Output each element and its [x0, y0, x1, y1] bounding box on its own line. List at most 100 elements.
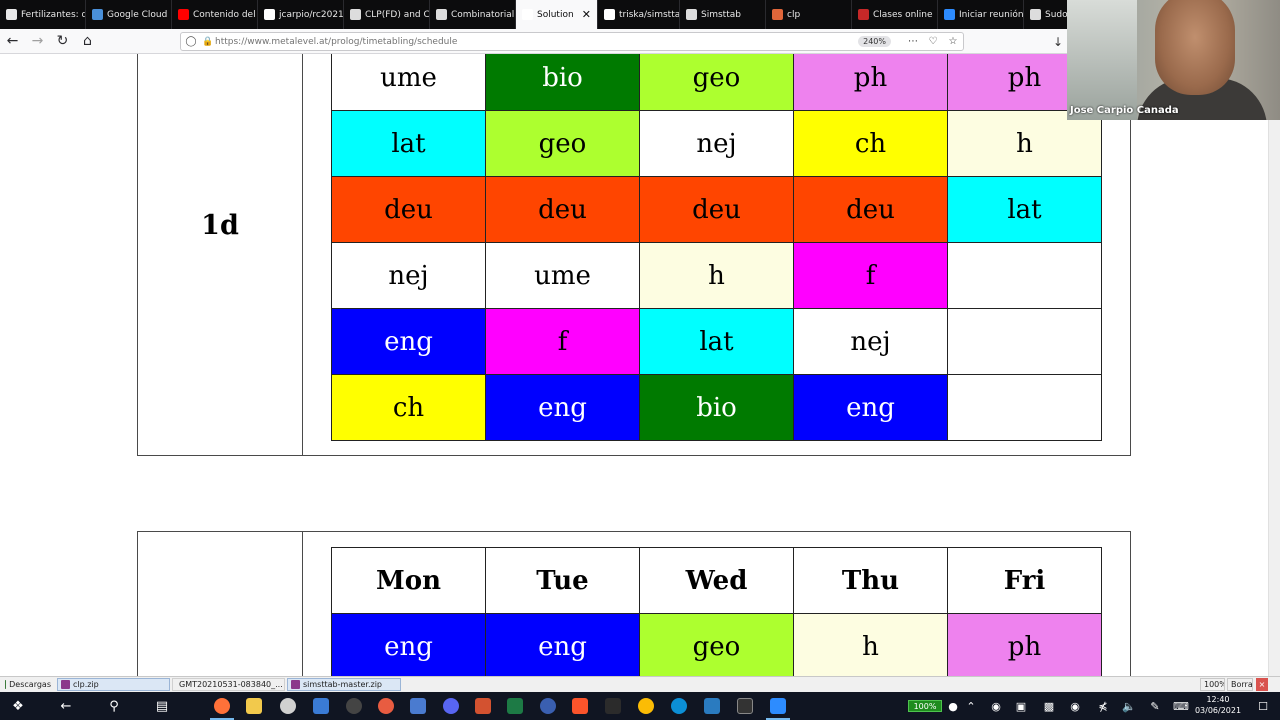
rocket-app-icon[interactable]: [402, 692, 434, 720]
timetable-cell: ph: [793, 54, 948, 111]
timetable-2: Mon Tue Wed Thu Fri eng eng geo h ph: [331, 547, 1102, 676]
timetable-header-row: Mon Tue Wed Thu Fri: [331, 547, 1102, 614]
browser-tab[interactable]: Contenido del c: [172, 0, 258, 29]
browser-tab[interactable]: Iniciar reunión -: [938, 0, 1024, 29]
excel-app-icon[interactable]: [499, 692, 531, 720]
edge-icon[interactable]: [663, 692, 695, 720]
browser-tab[interactable]: Simsttab: [680, 0, 766, 29]
page-icon: [1030, 9, 1041, 20]
file-explorer-icon[interactable]: [238, 692, 270, 720]
chrome-icon[interactable]: [630, 692, 662, 720]
timetable-cell: nej: [639, 110, 794, 177]
system-clock[interactable]: 12:40 03/06/2021: [1188, 694, 1248, 716]
tracking-shield-icon[interactable]: ◯: [185, 36, 197, 47]
pen-icon[interactable]: ✎: [1150, 699, 1160, 713]
clock-app-icon[interactable]: [272, 692, 304, 720]
timetable-cell: geo: [639, 54, 794, 111]
timetable-cell: ume: [485, 242, 640, 309]
terminal-icon[interactable]: [729, 692, 761, 720]
browser-tab-label: jcarpio/rc2021: l: [279, 9, 344, 20]
webcam-name-label: Jose Carpio Canada: [1070, 105, 1179, 116]
browser-tab[interactable]: triska/simsttab: [598, 0, 680, 29]
task-view-icon[interactable]: ▤: [155, 698, 169, 714]
brave-browser-icon[interactable]: [564, 692, 596, 720]
browser-tab[interactable]: Combinatorial Opti: [430, 0, 516, 29]
page-actions-icon[interactable]: ⋯: [908, 36, 918, 47]
downloads-title[interactable]: Descargas: [2, 678, 54, 691]
back-icon[interactable]: ←: [6, 33, 19, 49]
windows-start-icon[interactable]: ❖: [12, 698, 24, 714]
bookmark-star-icon[interactable]: ☆: [948, 36, 958, 47]
browser-tab[interactable]: jcarpio/rc2021: l: [258, 0, 344, 29]
zoom-taskbar-icon[interactable]: [762, 692, 794, 720]
browser-tab-label: clp: [787, 9, 801, 20]
close-tab-icon[interactable]: ✕: [581, 8, 591, 21]
timetable-cell: nej: [793, 308, 948, 375]
timetable-cell: ch: [793, 110, 948, 177]
search-icon[interactable]: ⚲: [109, 698, 119, 714]
youtube-icon: [178, 9, 189, 20]
browser-tab-label: Contenido del c: [193, 9, 258, 20]
page-content: 1d ume bio geo ph ph lat geo nej ch h deu deu deu deu…: [0, 54, 1268, 676]
microphone-icon[interactable]: ●: [948, 699, 958, 713]
zip-file-icon: [61, 680, 70, 689]
zoom-level-badge[interactable]: 240%: [858, 36, 891, 47]
browser-tab[interactable]: Fertilizantes: qu: [0, 0, 86, 29]
cloud-app-icon[interactable]: [597, 692, 629, 720]
tab-strip: Fertilizantes: qu Google Cloud P Contenido…: [0, 0, 1280, 29]
battery-indicator[interactable]: 100%: [908, 700, 942, 712]
back-arrow-icon[interactable]: ←: [60, 698, 72, 714]
media-app-icon[interactable]: [370, 692, 402, 720]
download-item[interactable]: GMT20210531-083840_...: [172, 678, 285, 691]
url-text[interactable]: https://www.metalevel.at/prolog/timetabl…: [215, 36, 458, 47]
tray-app-icon-4[interactable]: ◉: [1070, 699, 1080, 713]
firefox-taskbar-icon[interactable]: [206, 692, 238, 720]
download-item[interactable]: simsttab-master.zip: [287, 678, 401, 691]
globe-icon: [92, 9, 103, 20]
tray-app-icon-3[interactable]: ▩: [1043, 699, 1055, 713]
vscode-icon[interactable]: [696, 692, 728, 720]
keyboard-icon[interactable]: ⌨: [1173, 699, 1189, 713]
downloads-icon[interactable]: ↓: [1052, 34, 1064, 49]
timetable-cell: eng: [331, 308, 486, 375]
pocket-icon[interactable]: ♡: [928, 36, 938, 47]
timetable-cell: lat: [947, 176, 1102, 243]
browser-tab[interactable]: clp: [766, 0, 852, 29]
download-item[interactable]: clp.zip: [57, 678, 170, 691]
settings-app-icon[interactable]: [338, 692, 370, 720]
lock-icon[interactable]: 🔒: [202, 36, 214, 47]
downloads-zoom[interactable]: 100%: [1200, 678, 1225, 691]
discord-icon[interactable]: [435, 692, 467, 720]
forward-icon[interactable]: →: [31, 33, 44, 49]
browser-tab-label: Sudoku w: [1045, 9, 1086, 20]
column-separator: [302, 54, 303, 455]
clear-downloads-button[interactable]: Borrar: [1227, 678, 1253, 691]
timetable-cell: deu: [793, 176, 948, 243]
tray-app-icon-2[interactable]: ▣: [1015, 699, 1027, 713]
browser-tab[interactable]: Solution ✕: [516, 0, 598, 29]
volume-icon[interactable]: 🔈: [1122, 699, 1136, 713]
browser-tab[interactable]: Clases online: [852, 0, 938, 29]
reload-icon[interactable]: ↻: [56, 33, 69, 49]
photos-app-icon[interactable]: [305, 692, 337, 720]
network-app-icon[interactable]: [532, 692, 564, 720]
timetable-row: nej ume h f: [331, 242, 1102, 309]
day-header: Fri: [947, 547, 1102, 614]
browser-tab[interactable]: CLP(FD) and CLP(Z): [344, 0, 430, 29]
timetable-cell: h: [947, 110, 1102, 177]
office-app-icon[interactable]: [467, 692, 499, 720]
page-icon: [522, 9, 533, 20]
timetable-cell: deu: [485, 176, 640, 243]
bluetooth-icon[interactable]: ⋠: [1098, 699, 1108, 713]
show-hidden-icons-chevron-icon[interactable]: ⌃: [966, 699, 976, 713]
browser-tab[interactable]: Google Cloud P: [86, 0, 172, 29]
notification-icon[interactable]: ☐: [1258, 699, 1268, 713]
url-bar[interactable]: ◯ 🔒 https://www.metalevel.at/prolog/time…: [180, 32, 964, 51]
tray-app-icon[interactable]: ◉: [991, 699, 1001, 713]
page-scrollbar[interactable]: [1268, 120, 1280, 676]
home-icon[interactable]: ⌂: [83, 33, 92, 49]
close-icon[interactable]: ×: [1256, 678, 1268, 691]
browser-tab-label: CLP(FD) and CLP(Z): [365, 9, 430, 20]
navigation-bar: ← → ↻ ⌂ ◯ 🔒 https://www.metalevel.at/pro…: [0, 29, 1070, 54]
browser-tab-label: Clases online: [873, 9, 933, 20]
